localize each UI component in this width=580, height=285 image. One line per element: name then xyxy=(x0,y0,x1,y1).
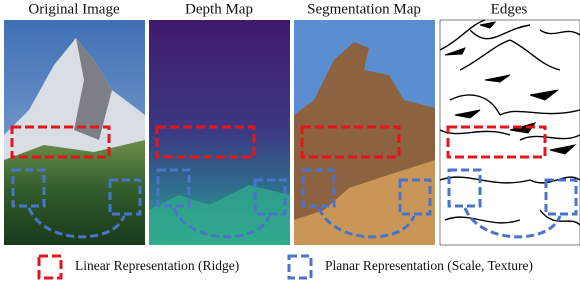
panel-title: Original Image xyxy=(28,1,120,17)
edges xyxy=(440,20,580,245)
legend-icon xyxy=(39,256,61,278)
panel-title: Edges xyxy=(491,1,528,17)
segmentation-map xyxy=(294,20,435,245)
depth-map xyxy=(149,20,290,245)
panel-title: Segmentation Map xyxy=(307,1,421,17)
panel-title: Depth Map xyxy=(185,1,253,17)
figure: Original Image Depth Map Segmentation Ma… xyxy=(0,0,580,285)
legend-label: Linear Representation (Ridge) xyxy=(75,258,239,273)
legend-icon xyxy=(289,256,311,278)
legend-label: Planar Representation (Scale, Texture) xyxy=(325,258,533,273)
original-image xyxy=(4,20,145,245)
